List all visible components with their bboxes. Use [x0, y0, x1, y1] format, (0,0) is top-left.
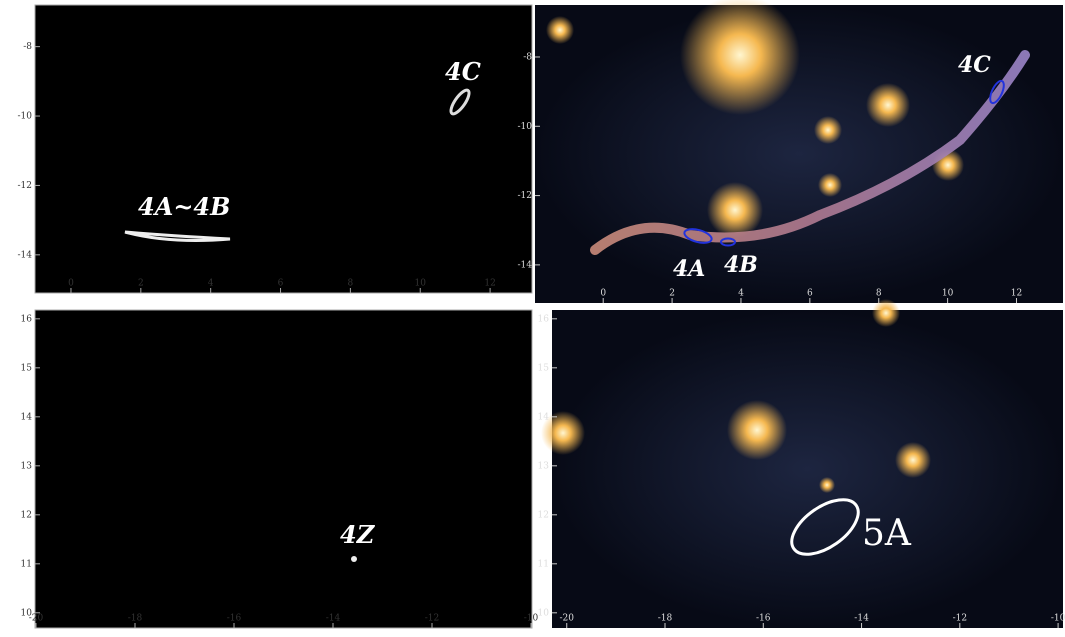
panel-frame [35, 5, 532, 293]
y-tick-label: 14 [538, 412, 550, 422]
x-tick-label: -12 [425, 614, 440, 624]
x-tick-label: -14 [854, 614, 869, 624]
x-tick-label: -18 [128, 614, 143, 624]
galaxy [707, 182, 763, 238]
galaxy [819, 477, 835, 493]
annotation: 4Z [340, 520, 376, 549]
x-tick-label: 8 [876, 289, 882, 299]
y-tick-label: 11 [538, 559, 549, 569]
y-tick-label: 16 [21, 314, 33, 324]
x-tick-label: 12 [1011, 289, 1022, 299]
y-tick-label: -12 [518, 191, 533, 201]
y-tick-label: -14 [18, 250, 33, 260]
y-tick-label: -10 [518, 122, 533, 132]
y-tick-label: 13 [21, 461, 33, 471]
panel: -20 -18 -16 -14 -12 -10 16 15 14 13 12 11 10 5A [538, 299, 1065, 628]
galaxy [814, 116, 842, 144]
y-tick-label: 15 [21, 363, 33, 373]
x-tick-label: 6 [807, 289, 813, 299]
y-tick-label: 11 [21, 559, 32, 569]
galaxy [680, 0, 800, 115]
y-tick-label: -10 [18, 112, 33, 122]
x-tick-label: -18 [658, 614, 673, 624]
x-tick-label: -12 [953, 614, 968, 624]
x-tick-label: 2 [669, 289, 675, 299]
annotation: 4A~4B [138, 192, 230, 221]
galaxy [872, 299, 900, 327]
y-tick-label: 10 [21, 608, 33, 618]
annotation: 5A [862, 513, 912, 554]
y-tick-label: 12 [21, 510, 32, 520]
x-tick-label: 4 [208, 279, 214, 289]
x-tick-label: -14 [326, 614, 341, 624]
y-tick-label: 15 [538, 363, 550, 373]
y-tick-label: -12 [18, 181, 33, 191]
x-tick-label: -10 [524, 614, 539, 624]
y-tick-label: 13 [538, 461, 550, 471]
y-tick-label: 16 [538, 314, 550, 324]
y-tick-label: -8 [523, 52, 532, 62]
y-tick-label: -14 [518, 260, 533, 270]
x-tick-label: 4 [738, 289, 744, 299]
x-tick-label: 0 [68, 279, 74, 289]
panel-frame [552, 310, 1063, 628]
x-tick-label: 10 [942, 289, 954, 299]
y-tick-label: 10 [538, 608, 550, 618]
x-tick-label: -10 [1051, 614, 1065, 624]
x-tick-label: 2 [138, 279, 144, 289]
annotation: 4C [445, 57, 481, 86]
galaxy [895, 442, 931, 478]
panel-frame [35, 310, 532, 628]
figure: 0 2 4 6 8 10 12 -8 -10 -12 -14 4C 4A~4B 0 2 4 6 8 10 12 -8 -… [0, 0, 1065, 637]
x-tick-label: 6 [278, 279, 284, 289]
x-tick-label: 8 [348, 279, 354, 289]
annotation: 4C [958, 52, 991, 78]
image-blob [351, 556, 357, 562]
panel: 0 2 4 6 8 10 12 -8 -10 -12 -14 4C 4A 4B [518, 0, 1064, 303]
galaxy [546, 16, 574, 44]
x-tick-label: 10 [415, 279, 427, 289]
y-tick-label: 12 [538, 510, 549, 520]
x-tick-label: -16 [756, 614, 771, 624]
x-tick-label: -20 [559, 614, 574, 624]
x-tick-label: 12 [484, 279, 495, 289]
galaxy [727, 400, 787, 460]
y-tick-label: -8 [23, 42, 32, 52]
galaxy [866, 83, 910, 127]
annotation: 4B [724, 252, 758, 278]
x-tick-label: 0 [600, 289, 606, 299]
x-tick-label: -16 [227, 614, 242, 624]
panel: 0 2 4 6 8 10 12 -8 -10 -12 -14 4C 4A~4B [18, 5, 533, 293]
annotation: 4A [673, 256, 705, 282]
galaxy [818, 173, 842, 197]
y-tick-label: 14 [21, 412, 33, 422]
